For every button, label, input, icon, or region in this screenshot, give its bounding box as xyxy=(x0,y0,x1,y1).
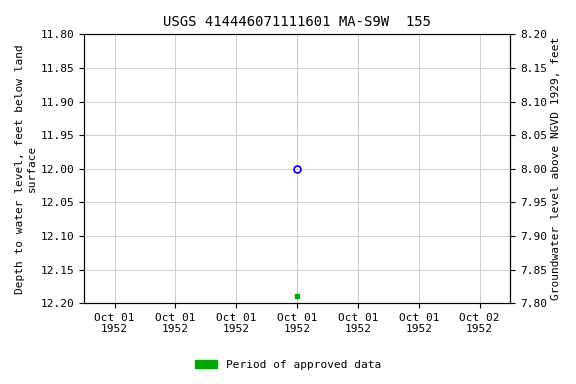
Title: USGS 414446071111601 MA-S9W  155: USGS 414446071111601 MA-S9W 155 xyxy=(163,15,431,29)
Y-axis label: Groundwater level above NGVD 1929, feet: Groundwater level above NGVD 1929, feet xyxy=(551,37,561,300)
Y-axis label: Depth to water level, feet below land
surface: Depth to water level, feet below land su… xyxy=(15,44,37,294)
Legend: Period of approved data: Period of approved data xyxy=(191,356,385,375)
